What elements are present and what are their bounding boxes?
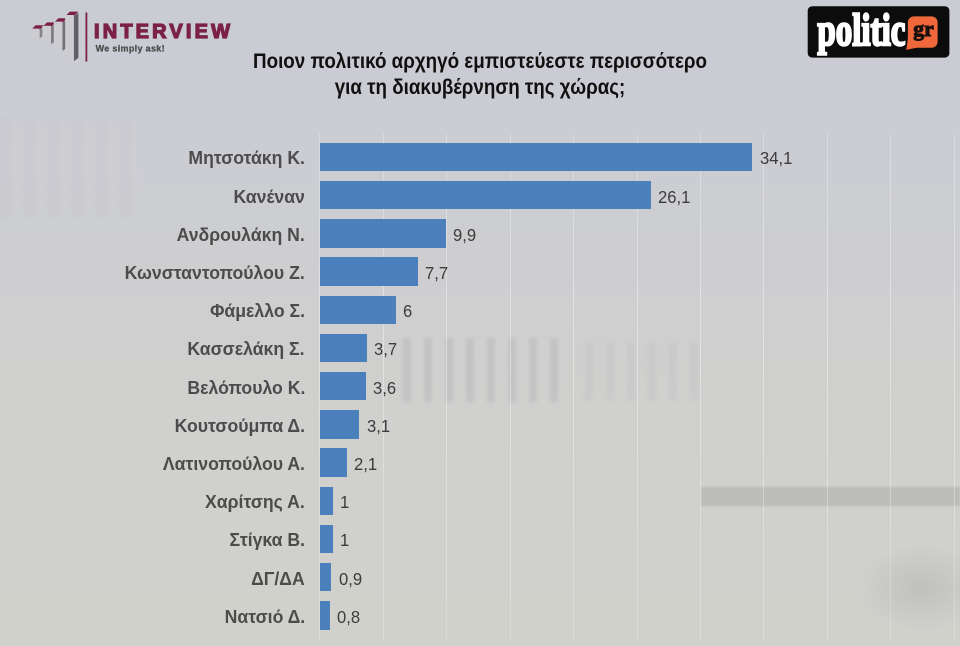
svg-text:gr: gr	[913, 16, 934, 41]
svg-text:INTERVIEW: INTERVIEW	[94, 21, 230, 43]
svg-text:politic: politic	[817, 5, 905, 55]
svg-text:We simply ask!: We simply ask!	[96, 44, 165, 54]
